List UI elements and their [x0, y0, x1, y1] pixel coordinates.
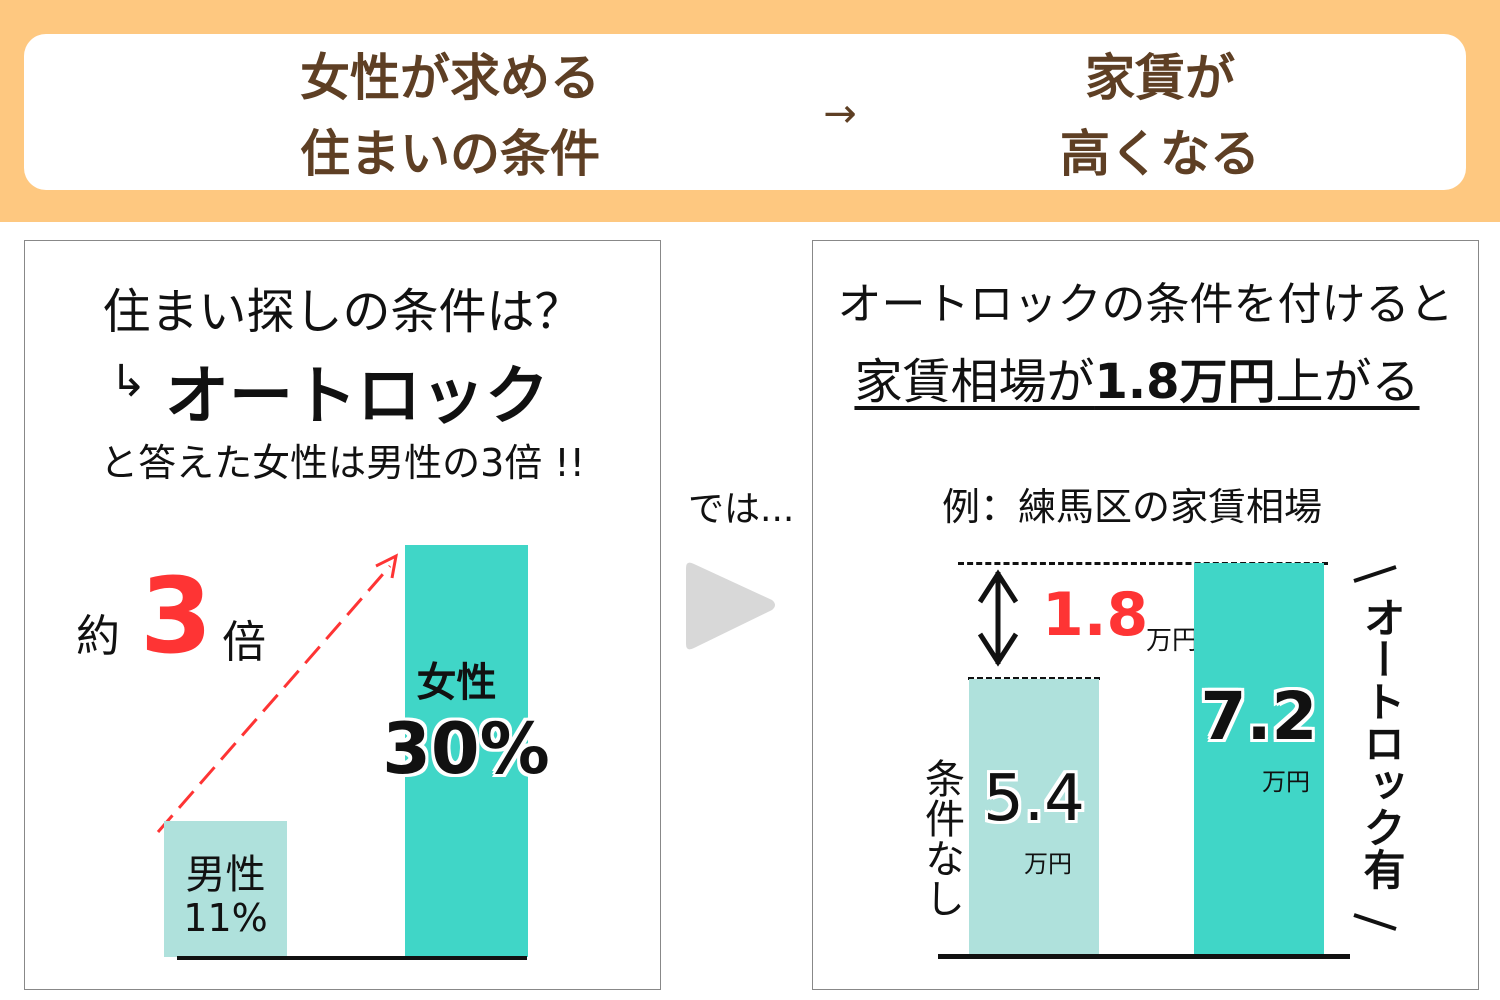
men-label: 男性 [185, 852, 266, 898]
top-dashed-line [958, 562, 1328, 565]
example-label: 例：練馬区の家賃相場 [941, 485, 1322, 529]
play-triangle-icon [686, 562, 775, 650]
bar-women [405, 545, 528, 957]
women-value: 30% [382, 708, 550, 790]
double-arrow-icon [977, 569, 1019, 667]
header-card [24, 34, 1466, 190]
bar-men [164, 821, 287, 957]
right-line2: 家賃相場が1.8万円上がる [812, 342, 1462, 412]
right-line1: オートロックの条件を付けると [837, 279, 1454, 330]
right-line2-b: 1.8万円 [1094, 354, 1276, 410]
transition-text: では... [688, 489, 795, 530]
left-panel [24, 240, 661, 990]
statement-text: と答えた女性は男性の3倍 !! [100, 441, 585, 485]
right-line2-c: 上がる [1275, 354, 1420, 410]
women-label: 女性 [416, 660, 497, 706]
banner-left-line2: 住まいの条件 [300, 125, 600, 183]
right-panel [812, 240, 1479, 990]
ratio-suffix: 倍 [222, 617, 266, 668]
banner-right-line2: 高くなる [1060, 125, 1260, 183]
no-condition-label: 条件なし [918, 758, 964, 918]
answer-text: オートロック [165, 360, 549, 434]
answer-arrow-icon: ↳ [110, 356, 147, 407]
banner-right-line1: 家賃が [1085, 49, 1235, 107]
men-value: 11% [183, 896, 268, 940]
autolock-unit: 万円 [1262, 768, 1310, 796]
right-baseline [938, 954, 1350, 959]
no-condition-unit: 万円 [1024, 850, 1072, 878]
diff-unit: 万円 [1146, 626, 1199, 656]
banner-left-line1: 女性が求める [300, 49, 600, 107]
ratio-prefix: 約 [76, 611, 120, 662]
low-dashed-line [968, 676, 1100, 680]
diff-value: 1.8 [1042, 580, 1149, 650]
question-text: 住まい探しの条件は？ [102, 284, 583, 340]
left-baseline [177, 956, 527, 960]
autolock-label: オートロック有 [1357, 596, 1406, 890]
bracket-slashes [1353, 565, 1397, 931]
right-line2-a: 家賃相場が [854, 354, 1095, 410]
bar-autolock [1194, 563, 1324, 955]
no-condition-value: 5.4 [983, 762, 1085, 836]
autolock-value: 7.2 [1200, 678, 1318, 755]
ratio-value: 3 [140, 555, 213, 677]
banner-arrow-icon: → [823, 91, 857, 137]
bar-no-condition [969, 678, 1099, 955]
